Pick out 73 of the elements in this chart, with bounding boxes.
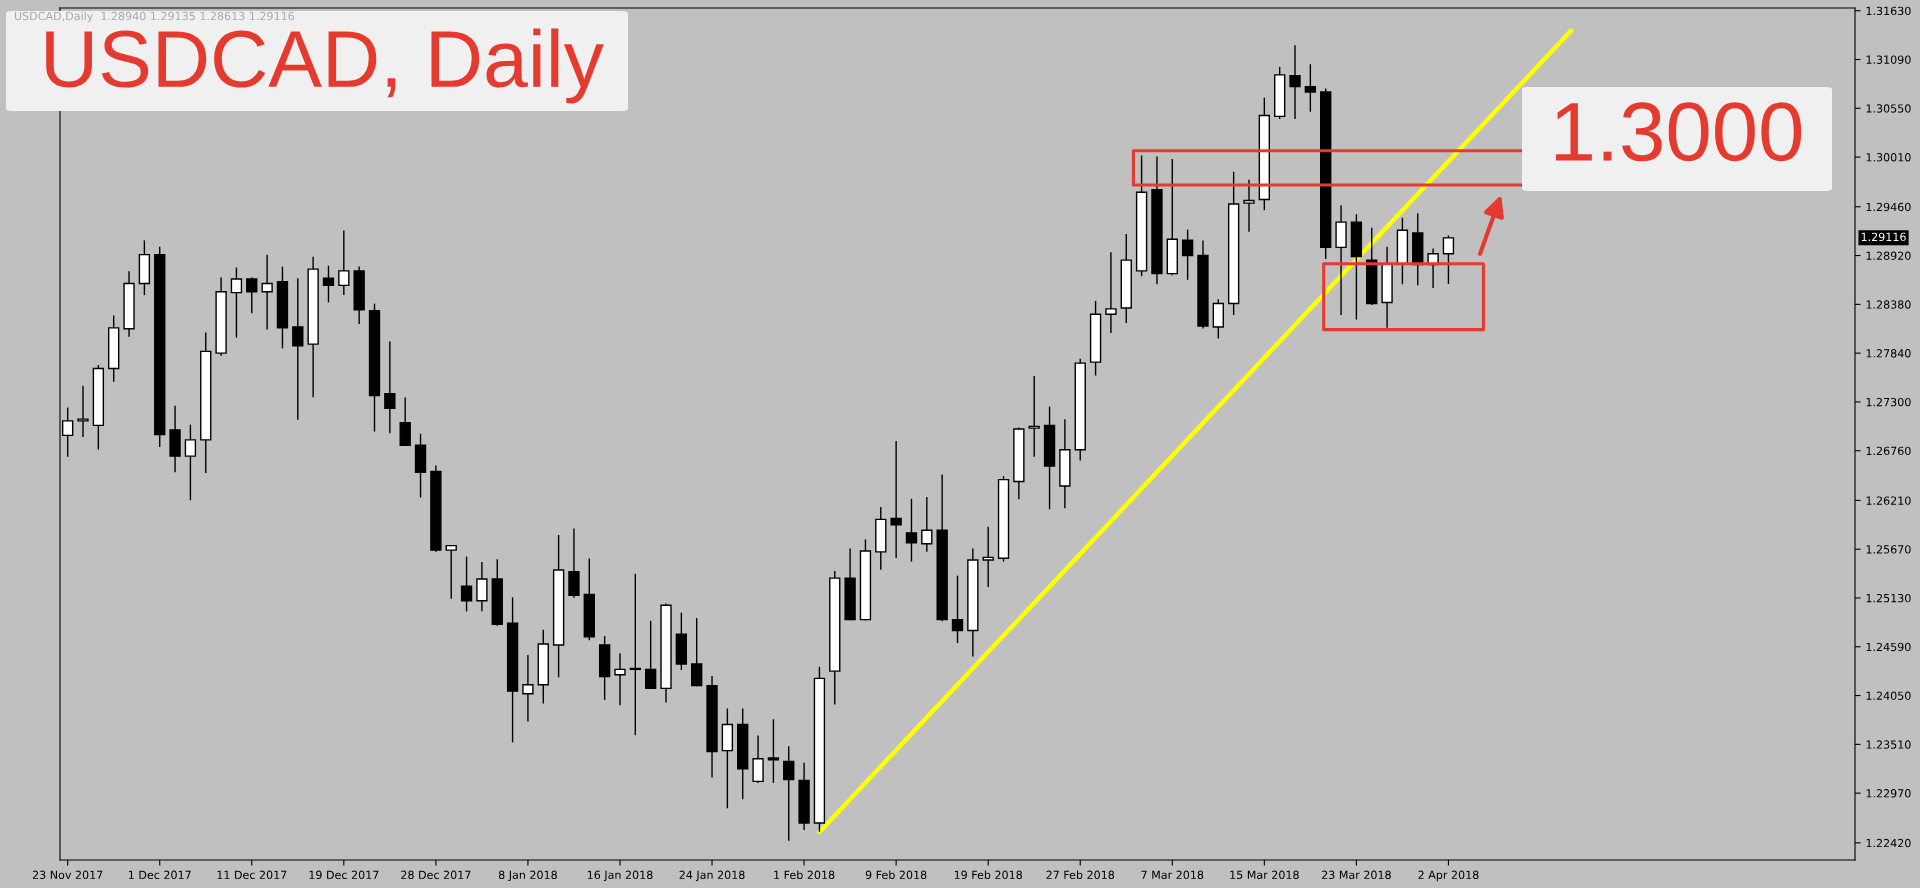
candlestick (460, 556, 473, 612)
x-tick-label: 24 Jan 2018 (679, 870, 745, 882)
y-tick-label: 1.23510 (1866, 740, 1911, 749)
y-tick-label: 1.30550 (1866, 104, 1911, 113)
x-tick-label: 19 Dec 2017 (309, 870, 379, 880)
candlestick (399, 397, 411, 446)
candlestick (384, 341, 396, 434)
candlestick (568, 528, 580, 598)
candlestick (644, 620, 657, 690)
y-tick-label: 1.31090 (1866, 55, 1911, 64)
candlestick (1212, 299, 1224, 339)
candlestick (322, 265, 335, 303)
candlestick (629, 573, 642, 736)
y-tick-label: 1.30010 (1866, 153, 1911, 162)
candlestick (752, 735, 764, 783)
x-tick-label: 9 Feb 2018 (865, 870, 927, 880)
candlestick (476, 562, 488, 612)
candlestick (767, 719, 780, 783)
x-tick-label: 19 Feb 2018 (954, 870, 1022, 880)
candlestick (522, 655, 534, 722)
candlestick (905, 498, 918, 562)
y-tick-label: 1.26210 (1866, 496, 1911, 505)
candlestick (921, 497, 933, 552)
candlestick (1243, 179, 1255, 232)
annotation: 1.3000 (1555, 102, 1802, 162)
candlestick (445, 544, 457, 599)
x-tick-label: 15 Mar 2018 (1230, 870, 1299, 880)
x-tick-label: 7 Mar 2018 (1141, 870, 1204, 880)
chart-title: USDCAD, Daily (46, 28, 604, 104)
x-tick-label: 8 Jan 2018 (498, 870, 557, 882)
x-tick-label: 23 Nov 2017 (32, 870, 103, 880)
candlestick (1442, 235, 1455, 284)
candlestick (1181, 229, 1194, 280)
x-tick-label: 28 Dec 2017 (401, 870, 471, 880)
candlestick (77, 385, 89, 437)
candlestick (1289, 45, 1301, 119)
x-tick-label: 16 Jan 2018 (587, 870, 653, 882)
y-tick-label: 1.24050 (1866, 691, 1911, 700)
candlestick (1028, 375, 1040, 457)
y-tick-label: 1.28920 (1866, 251, 1911, 260)
candlestick (890, 440, 902, 559)
x-tick-label: 27 Feb 2018 (1046, 870, 1115, 880)
y-tick-label: 1.29460 (1866, 202, 1911, 212)
x-tick-label: 1 Dec 2017 (128, 870, 191, 880)
y-tick-label: 1.25670 (1866, 545, 1911, 554)
candlestick (783, 746, 795, 841)
candlestick (292, 278, 304, 420)
x-tick-label: 11 Dec 2017 (217, 870, 287, 880)
text: 1.29116 (1861, 232, 1906, 242)
x-tick-label: 2 Apr 2018 (1418, 870, 1479, 882)
y-tick-label: 1.22970 (1866, 789, 1911, 798)
candlestick (338, 230, 350, 296)
candlestick (1105, 252, 1117, 334)
candlestick (230, 267, 243, 338)
y-tick-label: 1.31630 (1866, 6, 1911, 16)
y-tick-label: 1.27840 (1866, 349, 1911, 358)
chart-subtitle: USDCAD,Daily 1.28940 1.29135 1.28613 1.29116 (14, 11, 295, 23)
x-tick-label: 1 Feb 2018 (774, 870, 835, 880)
candlestick (691, 618, 703, 687)
y-tick-label: 1.25130 (1866, 593, 1911, 603)
candlestick (614, 653, 626, 706)
y-tick-label: 1.22420 (1866, 838, 1911, 848)
y-tick-label: 1.26760 (1866, 446, 1911, 456)
candlestick (261, 254, 273, 330)
candlestick (951, 575, 964, 643)
x-tick-label: 23 Mar 2018 (1321, 870, 1391, 880)
candlestick (246, 277, 258, 314)
candlestick (184, 424, 197, 501)
candlestick (1304, 64, 1317, 112)
y-tick-label: 1.24590 (1866, 642, 1911, 652)
y-tick-label: 1.28380 (1866, 300, 1911, 309)
candlestick (982, 526, 994, 587)
y-tick-label: 1.27300 (1866, 397, 1911, 407)
